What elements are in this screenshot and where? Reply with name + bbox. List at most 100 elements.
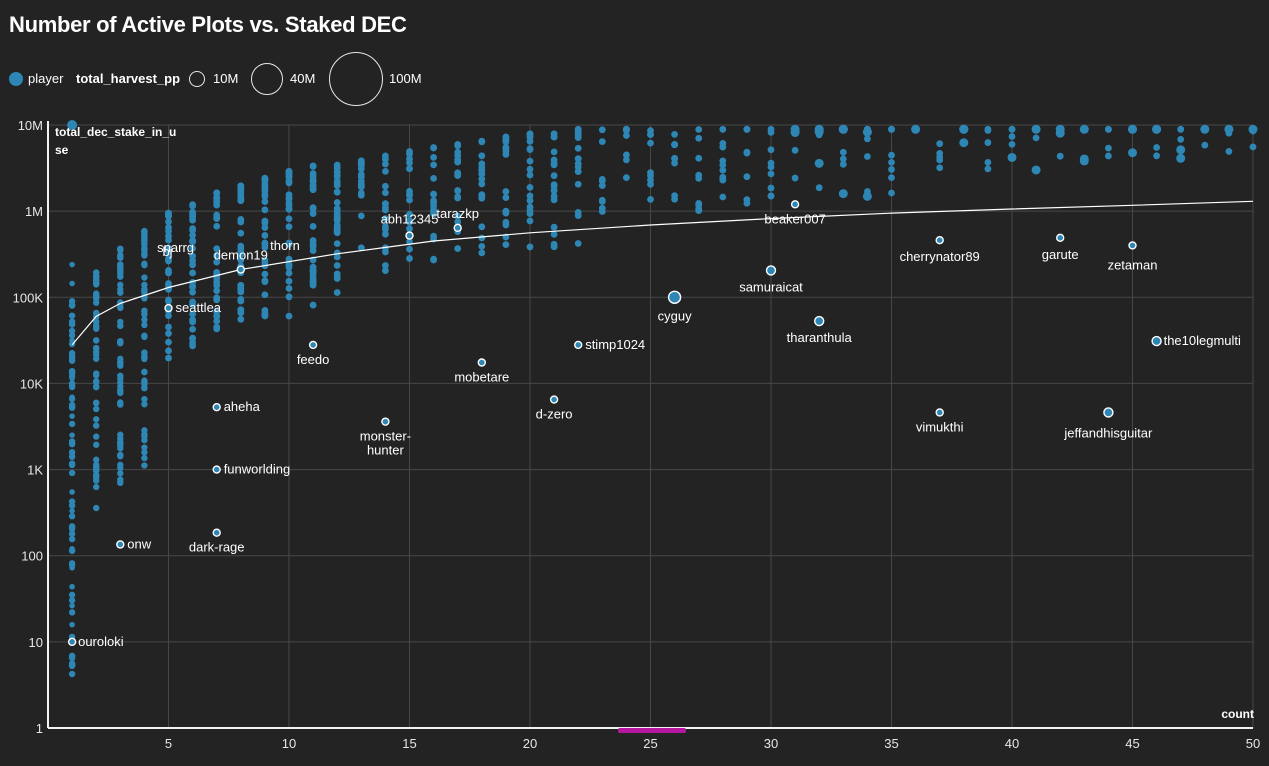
scatter-point (671, 155, 678, 163)
scatter-point (767, 163, 775, 171)
scatter-point (574, 180, 582, 188)
scatter-point (117, 318, 124, 326)
scatter-point (189, 202, 197, 210)
grid-lines (48, 124, 1254, 729)
highlighted-point (935, 408, 944, 417)
scatter-point (117, 461, 124, 469)
scatter-point (189, 325, 197, 333)
scatter-point (69, 375, 75, 382)
scatter-point (767, 184, 775, 192)
scatter-point (68, 327, 76, 335)
highlighted-point (1103, 407, 1114, 418)
scatter-point (237, 229, 245, 237)
highlighted-point (935, 235, 944, 245)
scatter-point (285, 205, 293, 213)
scatter-point (261, 291, 269, 299)
scatter-point (69, 602, 75, 609)
scatter-point (68, 402, 76, 410)
highlighted-point (549, 395, 559, 404)
scatter-point (430, 202, 437, 210)
scatter-point (406, 148, 413, 155)
scatter-point (623, 126, 630, 134)
scatter-point (454, 187, 462, 194)
scatter-point (406, 165, 413, 173)
legend: player total_harvest_pp 10M 40M 100M (9, 50, 479, 110)
scatter-point (68, 535, 76, 543)
scatter-point (261, 217, 269, 225)
scatter-point (382, 223, 389, 230)
scatter-point (117, 401, 124, 408)
scatter-point (165, 330, 172, 337)
scatter-point (888, 174, 895, 181)
scatter-point (117, 254, 124, 262)
scatter-point (357, 165, 365, 173)
scatter-point (743, 199, 751, 207)
data-points[interactable] (67, 120, 1258, 678)
scatter-point (1177, 125, 1185, 133)
scatter-point (526, 165, 534, 173)
highlighted-point (790, 200, 800, 209)
scatter-point (93, 422, 100, 429)
scatter-point (141, 247, 148, 254)
scatter-point (213, 278, 221, 286)
scatter-point (695, 205, 703, 213)
scatter-point (382, 189, 389, 197)
scatter-point (454, 193, 462, 201)
scatter-point (526, 206, 534, 214)
scatter-point (814, 124, 824, 134)
scatter-point (189, 245, 197, 252)
scatter-point (1176, 145, 1186, 155)
scatter-point (285, 176, 293, 184)
scatter-point (117, 268, 124, 275)
scatter-point (261, 270, 269, 278)
scatter-point (382, 152, 389, 160)
scatter-point (478, 170, 486, 178)
scatter-point (69, 583, 75, 590)
scatter-point (743, 125, 751, 133)
highlighted-points[interactable]: ouroloki onw dark-rage funworlding aheha seat… (67, 200, 1241, 649)
scatter-point (117, 435, 124, 442)
highlighted-point (1128, 241, 1137, 250)
legend-player-swatch[interactable] (9, 72, 23, 86)
scatter-point (406, 245, 413, 253)
scatter-point (68, 332, 76, 339)
scatter-point (406, 196, 413, 204)
scatter-point (285, 240, 293, 247)
scatter-point (93, 299, 100, 306)
scatter-point (382, 182, 389, 190)
scatter-point (647, 172, 654, 180)
scatter-point (213, 325, 221, 333)
scatter-point (671, 141, 678, 149)
point-label: snarrg (157, 240, 194, 255)
scatter-point (1007, 152, 1017, 162)
point-label: ouroloki (78, 634, 124, 649)
point-label: tharanthula (787, 330, 853, 345)
scatter-point (117, 362, 124, 369)
scatter-point (984, 165, 992, 173)
scatter-point (117, 261, 124, 268)
scatter-point (237, 256, 245, 264)
scatter-point (598, 126, 606, 134)
scatter-point (815, 184, 823, 192)
scatter-point (574, 240, 582, 247)
scatter-point (93, 441, 100, 448)
scatter-point (526, 197, 534, 205)
scatter-point (261, 239, 269, 247)
highlighted-point (574, 340, 583, 350)
scatter-point (309, 172, 317, 180)
scatter-point (68, 502, 76, 509)
scatter-point (141, 368, 148, 376)
scatter-point (406, 255, 413, 262)
scatter-point (695, 134, 703, 142)
scatter-point (237, 218, 245, 226)
scatter-point (767, 192, 775, 200)
scatter-point (333, 168, 341, 176)
x-scroll-handle[interactable] (618, 728, 686, 733)
scatter-point (574, 134, 582, 142)
y-axis-title-line-1: total_dec_stake_in_u (55, 125, 176, 139)
point-label: beaker007 (764, 211, 825, 226)
scatter-point (69, 508, 75, 514)
scatter-point (526, 146, 534, 153)
scatter-point (68, 530, 76, 538)
